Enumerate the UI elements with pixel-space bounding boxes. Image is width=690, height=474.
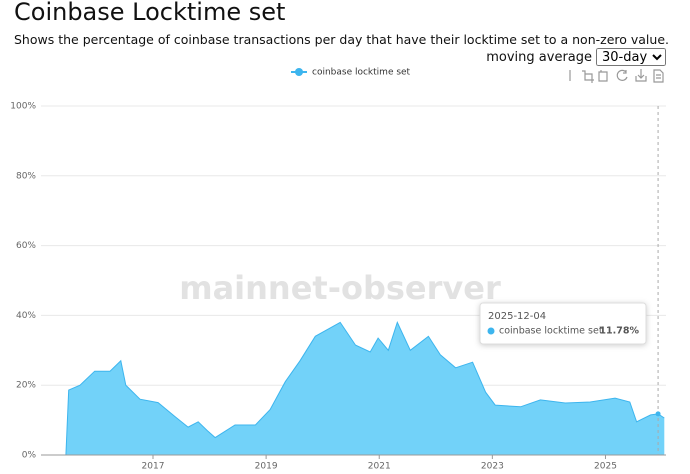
- x-tick-label: 2021: [368, 462, 391, 472]
- tool-download[interactable]: [635, 69, 647, 82]
- tool-crop[interactable]: [582, 70, 594, 83]
- legend-marker: [295, 68, 303, 76]
- tool-data-view[interactable]: [653, 69, 664, 83]
- y-tick-label: 60%: [16, 241, 36, 251]
- moving-average-select[interactable]: 30-day: [596, 48, 666, 66]
- watermark: mainnet-observer: [179, 269, 501, 307]
- tooltip-point: [655, 411, 661, 417]
- page-title: Coinbase Locktime set: [14, 0, 286, 26]
- tooltip-marker: [487, 327, 495, 335]
- y-tick-label: 40%: [16, 311, 36, 321]
- x-tick-label: 2023: [481, 462, 504, 472]
- x-tick-label: 2019: [255, 462, 278, 472]
- line: [41, 321, 665, 456]
- x-tick-label: 2017: [142, 462, 165, 472]
- area: [41, 322, 665, 455]
- tooltip-value: 11.78%: [599, 326, 639, 337]
- page-subtitle: Shows the percentage of coinbase transac…: [14, 32, 669, 47]
- y-tick-label: 20%: [16, 381, 36, 391]
- y-tick-label: 80%: [16, 171, 36, 181]
- tooltip-series: coinbase locktime set: [499, 326, 603, 337]
- legend-label: coinbase locktime set: [312, 68, 411, 78]
- toolbar: [569, 69, 664, 83]
- tool-restore[interactable]: [616, 69, 628, 81]
- moving-average-label: moving average: [486, 49, 592, 65]
- moving-average-control: moving average 30-day: [486, 48, 666, 66]
- tool-reset-zoom[interactable]: [598, 70, 608, 82]
- tooltip-box: [479, 302, 647, 345]
- x-tick-label: 2025: [594, 462, 617, 472]
- tooltip-date: 2025-12-04: [488, 311, 546, 322]
- y-tick-label: 100%: [10, 102, 36, 112]
- y-tick-label: 0%: [22, 451, 37, 461]
